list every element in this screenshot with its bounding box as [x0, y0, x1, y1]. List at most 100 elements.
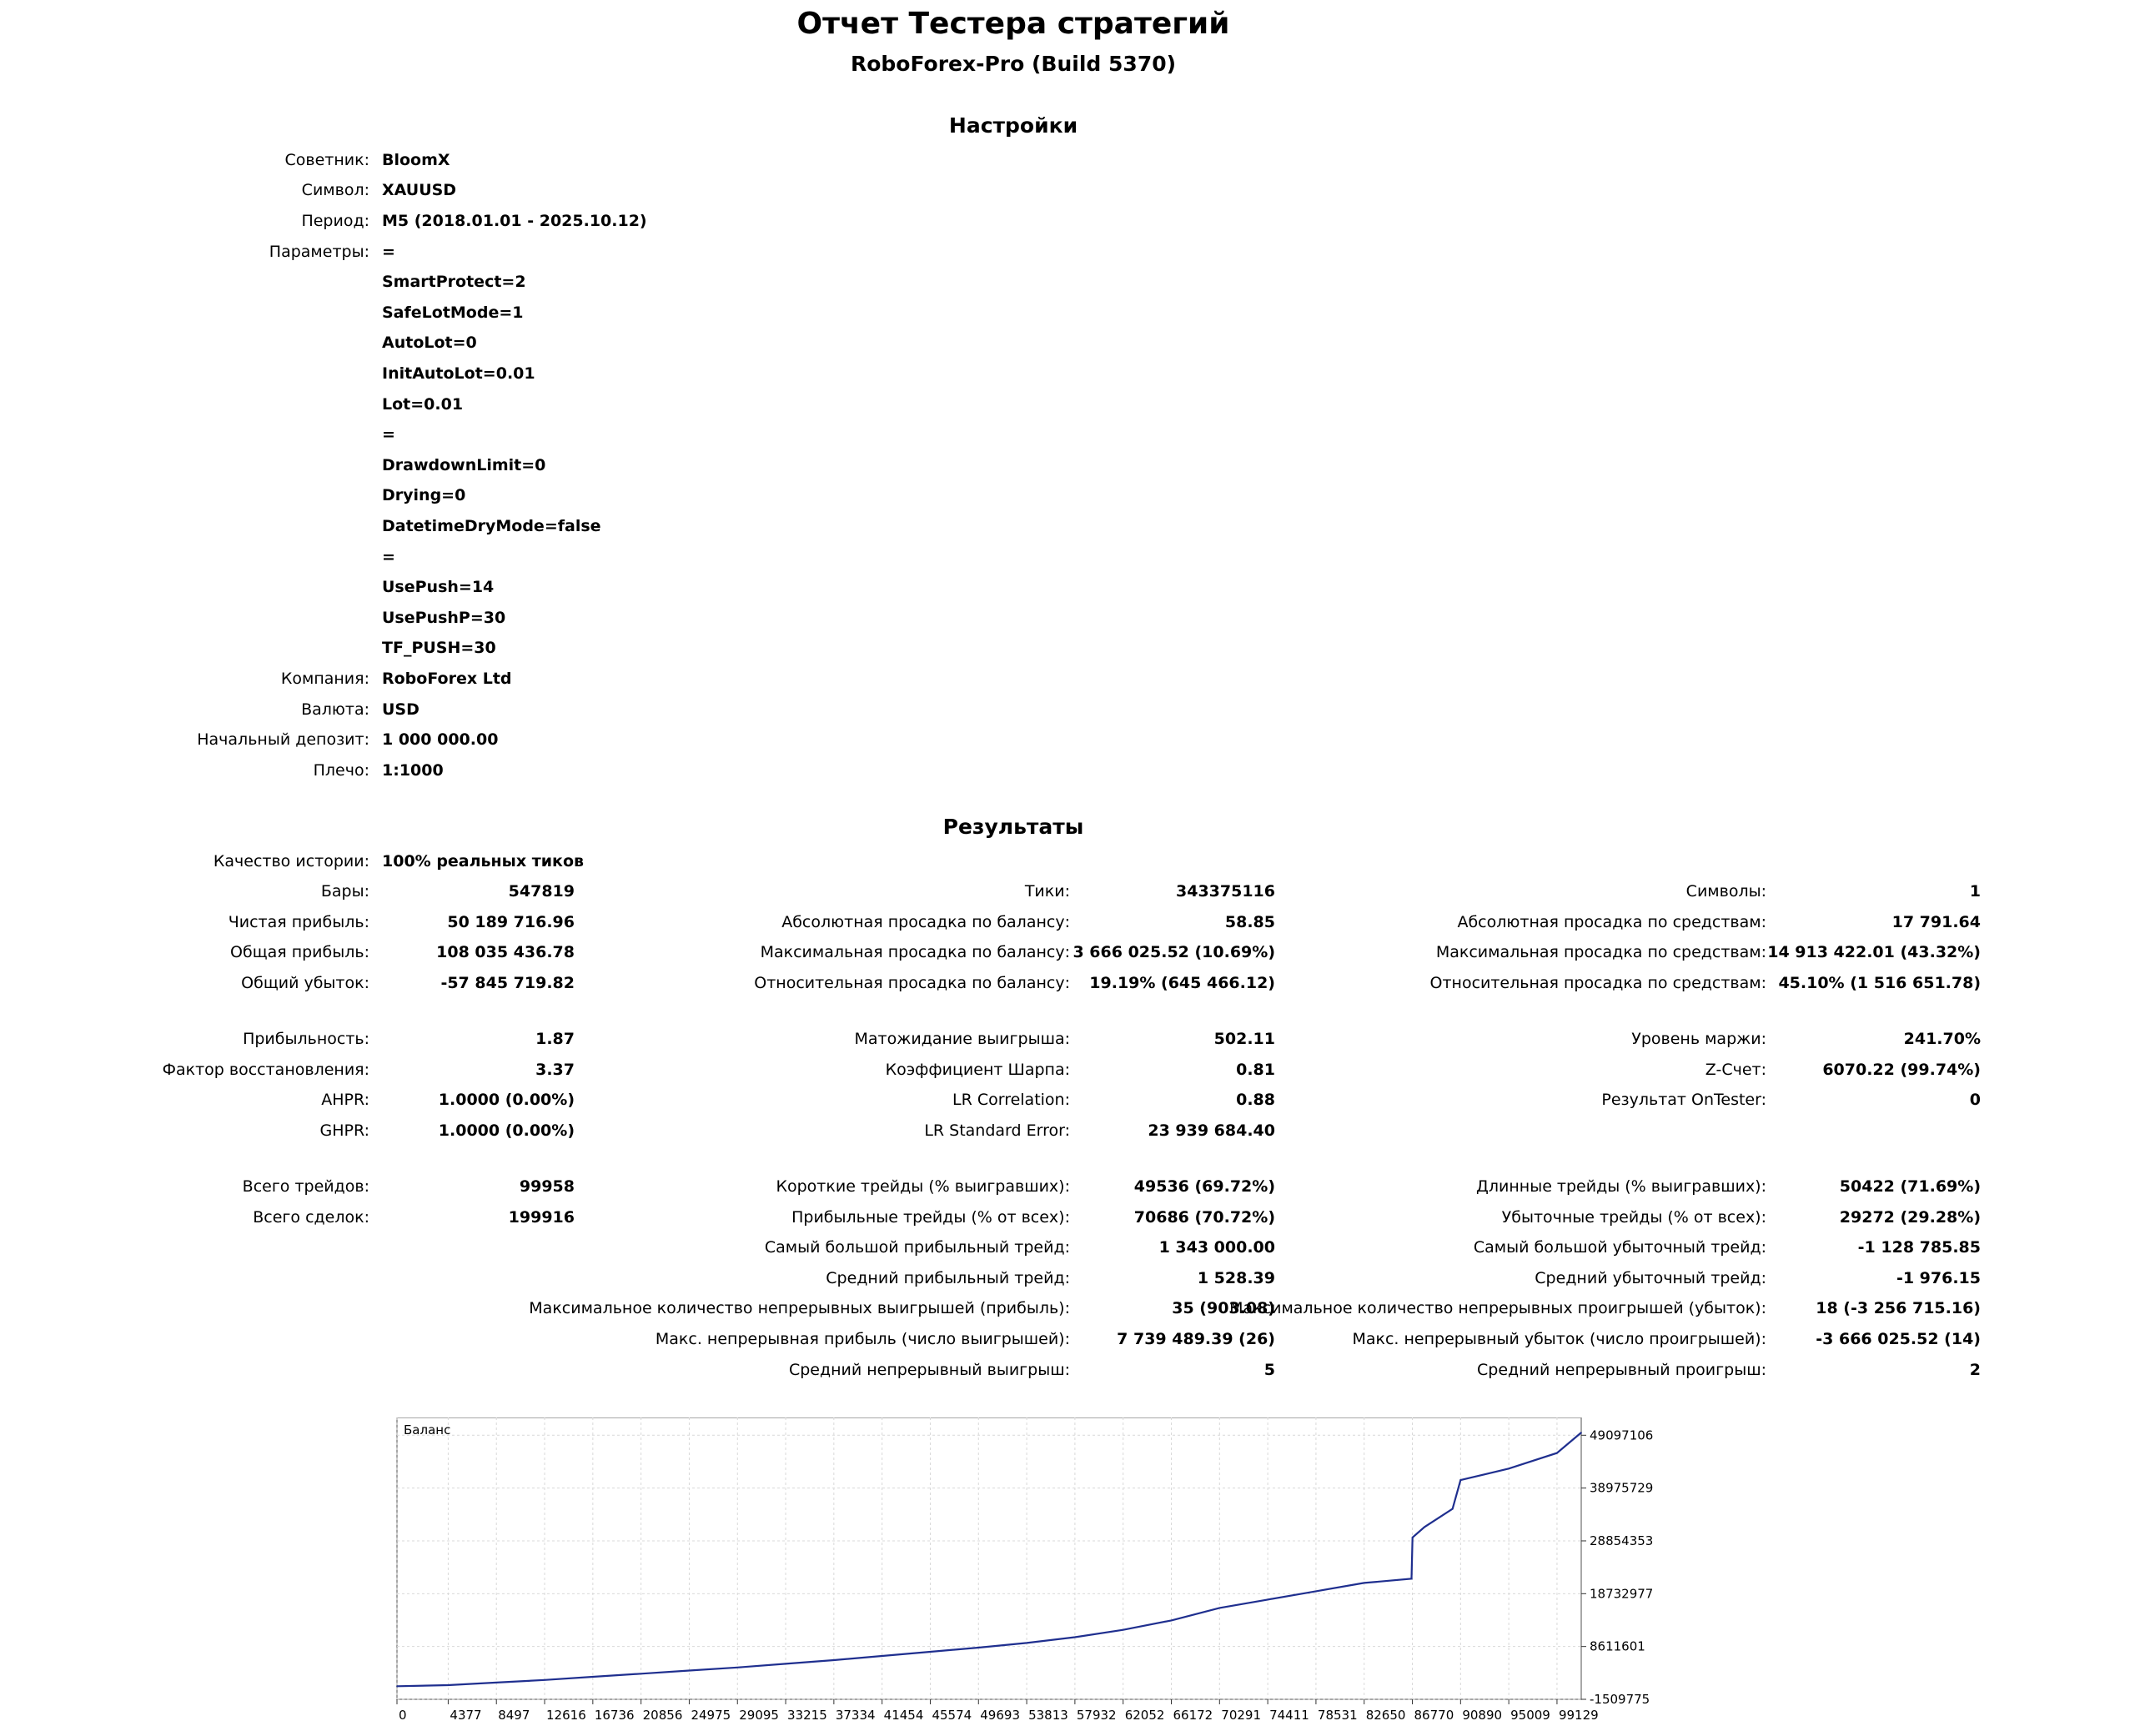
avg-cons-losses-value: 2 [1969, 1361, 1981, 1379]
y-tick-label: 28854353 [1590, 1533, 1653, 1548]
chart-title: Баланс [404, 1422, 450, 1437]
ontester-value: 0 [1969, 1091, 1981, 1109]
expert-label: Советник: [284, 151, 370, 169]
deposit-value: 1 000 000.00 [382, 730, 499, 749]
long-trades-value: 50422 (71.69%) [1839, 1177, 1981, 1196]
y-tick-label: 8611601 [1590, 1639, 1645, 1654]
short-trades-label: Короткие трейды (% выигравших): [776, 1177, 1071, 1196]
balance-point [833, 1659, 835, 1661]
gross-loss-value: -57 845 719.82 [440, 974, 575, 992]
param-item: TF_PUSH=30 [382, 639, 496, 657]
chart-x-ticks: 0 4377 8497 12616 16736 20856 24975 29095 33215 3… [396, 1699, 1599, 1723]
balance-point [640, 1673, 642, 1675]
deposit-label: Начальный депозит: [197, 730, 369, 749]
x-tick-label: 53813 [1028, 1708, 1068, 1723]
profit-trades-value: 70686 (70.72%) [1133, 1208, 1275, 1227]
profit-factor-label: Прибыльность: [243, 1030, 369, 1048]
params-label: Параметры: [269, 243, 369, 261]
x-tick-label: 37334 [836, 1708, 876, 1723]
ghpr-value: 1.0000 (0.00%) [438, 1121, 575, 1140]
x-tick-label: 41454 [884, 1708, 924, 1723]
balance-point [396, 1685, 398, 1688]
max-cons-losses-value: 18 (-3 256 715.16) [1816, 1299, 1981, 1317]
leverage-label: Плечо: [313, 761, 369, 780]
x-tick-label: 90890 [1462, 1708, 1502, 1723]
ahpr-label: AHPR: [321, 1091, 369, 1109]
x-tick-label: 29095 [739, 1708, 779, 1723]
param-item: InitAutoLot=0.01 [382, 364, 535, 383]
balance-point [1451, 1508, 1454, 1510]
balance-chart: Баланс -1509775 8611601 18732977 28854353 38… [396, 1417, 1653, 1723]
total-deals-label: Всего сделок: [253, 1208, 369, 1227]
y-tick-label: 49097106 [1590, 1427, 1653, 1442]
param-item: Lot=0.01 [382, 395, 464, 414]
net-profit-label: Чистая прибыль: [228, 913, 369, 931]
balance-point [929, 1651, 932, 1653]
chart-series [396, 1432, 1582, 1688]
report-subtitle: RoboForex-Pro (Build 5370) [850, 52, 1177, 76]
margin-level-label: Уровень маржи: [1631, 1030, 1766, 1048]
gross-loss-label: Общий убыток: [241, 974, 369, 992]
avg-loss-value: -1 976.15 [1896, 1269, 1981, 1287]
expert-value: BloomX [382, 151, 450, 169]
balance-point [1267, 1598, 1268, 1601]
max-dd-equity-value: 14 913 422.01 (43.32%) [1767, 943, 1981, 961]
gross-profit-label: Общая прибыль: [230, 943, 369, 961]
max-cons-loss-label: Макс. непрерывный убыток (число проигрыш… [1352, 1330, 1766, 1348]
x-tick-label: 57932 [1077, 1708, 1117, 1723]
balance-point [1170, 1619, 1173, 1622]
quality-value: 100% реальных тиков [382, 852, 585, 871]
x-tick-label: 62052 [1125, 1708, 1165, 1723]
max-cons-profit-value: 7 739 489.39 (26) [1117, 1330, 1275, 1348]
symbols-value: 1 [1969, 882, 1981, 901]
avg-profit-label: Средний прибыльный трейд: [826, 1269, 1070, 1287]
ticks-value: 343375116 [1176, 882, 1275, 901]
balance-point [1508, 1468, 1510, 1470]
rel-dd-balance-value: 19.19% (645 466.12) [1089, 974, 1275, 992]
param-item: = [382, 243, 395, 261]
gross-profit-value: 108 035 436.78 [436, 943, 575, 961]
profit-factor-value: 1.87 [535, 1030, 575, 1048]
balance-point [1411, 1537, 1414, 1538]
balance-point [1580, 1432, 1582, 1433]
total-trades-label: Всего трейдов: [242, 1177, 369, 1196]
balance-point [1122, 1628, 1124, 1631]
quality-label: Качество истории: [213, 852, 369, 871]
y-tick-label: -1509775 [1590, 1692, 1650, 1707]
param-item: = [382, 548, 395, 566]
balance-point [1363, 1582, 1365, 1584]
rel-dd-equity-value: 45.10% (1 516 651.78) [1778, 974, 1981, 992]
leverage-value: 1:1000 [382, 761, 444, 780]
expected-payoff-value: 502.11 [1213, 1030, 1275, 1048]
balance-point [544, 1678, 545, 1681]
ticks-label: Тики: [1024, 882, 1070, 901]
symbols-label: Символы: [1685, 882, 1766, 901]
currency-value: USD [382, 700, 419, 719]
x-tick-label: 20856 [643, 1708, 683, 1723]
lr-corr-label: LR Correlation: [952, 1091, 1070, 1109]
short-trades-value: 49536 (69.72%) [1133, 1177, 1275, 1196]
chart-y-ticks: -1509775 8611601 18732977 28854353 38975729 4… [1581, 1427, 1653, 1707]
balance-point [1459, 1479, 1462, 1481]
x-tick-label: 95009 [1510, 1708, 1550, 1723]
ontester-label: Результат OnTester: [1601, 1091, 1766, 1109]
period-label: Период: [301, 212, 369, 230]
avg-cons-losses-label: Средний непрерывный проигрыш: [1477, 1361, 1766, 1379]
x-tick-label: 16736 [595, 1708, 635, 1723]
rel-dd-equity-label: Относительная просадка по средствам: [1429, 974, 1767, 992]
currency-label: Валюта: [301, 700, 369, 719]
max-cons-wins-label: Максимальное количество непрерывных выиг… [529, 1299, 1070, 1317]
balance-point [785, 1663, 786, 1665]
chart-grid [396, 1417, 1581, 1700]
balance-point [1315, 1590, 1317, 1593]
balance-point [1410, 1578, 1413, 1580]
param-item: DrawdownLimit=0 [382, 456, 546, 474]
avg-profit-value: 1 528.39 [1197, 1269, 1275, 1287]
abs-dd-equity-value: 17 791.64 [1891, 913, 1981, 931]
loss-trades-value: 29272 (29.28%) [1839, 1208, 1981, 1227]
x-tick-label: 12616 [546, 1708, 586, 1723]
symbol-value: XAUUSD [382, 181, 457, 199]
lr-corr-value: 0.88 [1236, 1091, 1275, 1109]
largest-loss-value: -1 128 785.85 [1857, 1238, 1981, 1257]
balance-point [1074, 1636, 1076, 1638]
